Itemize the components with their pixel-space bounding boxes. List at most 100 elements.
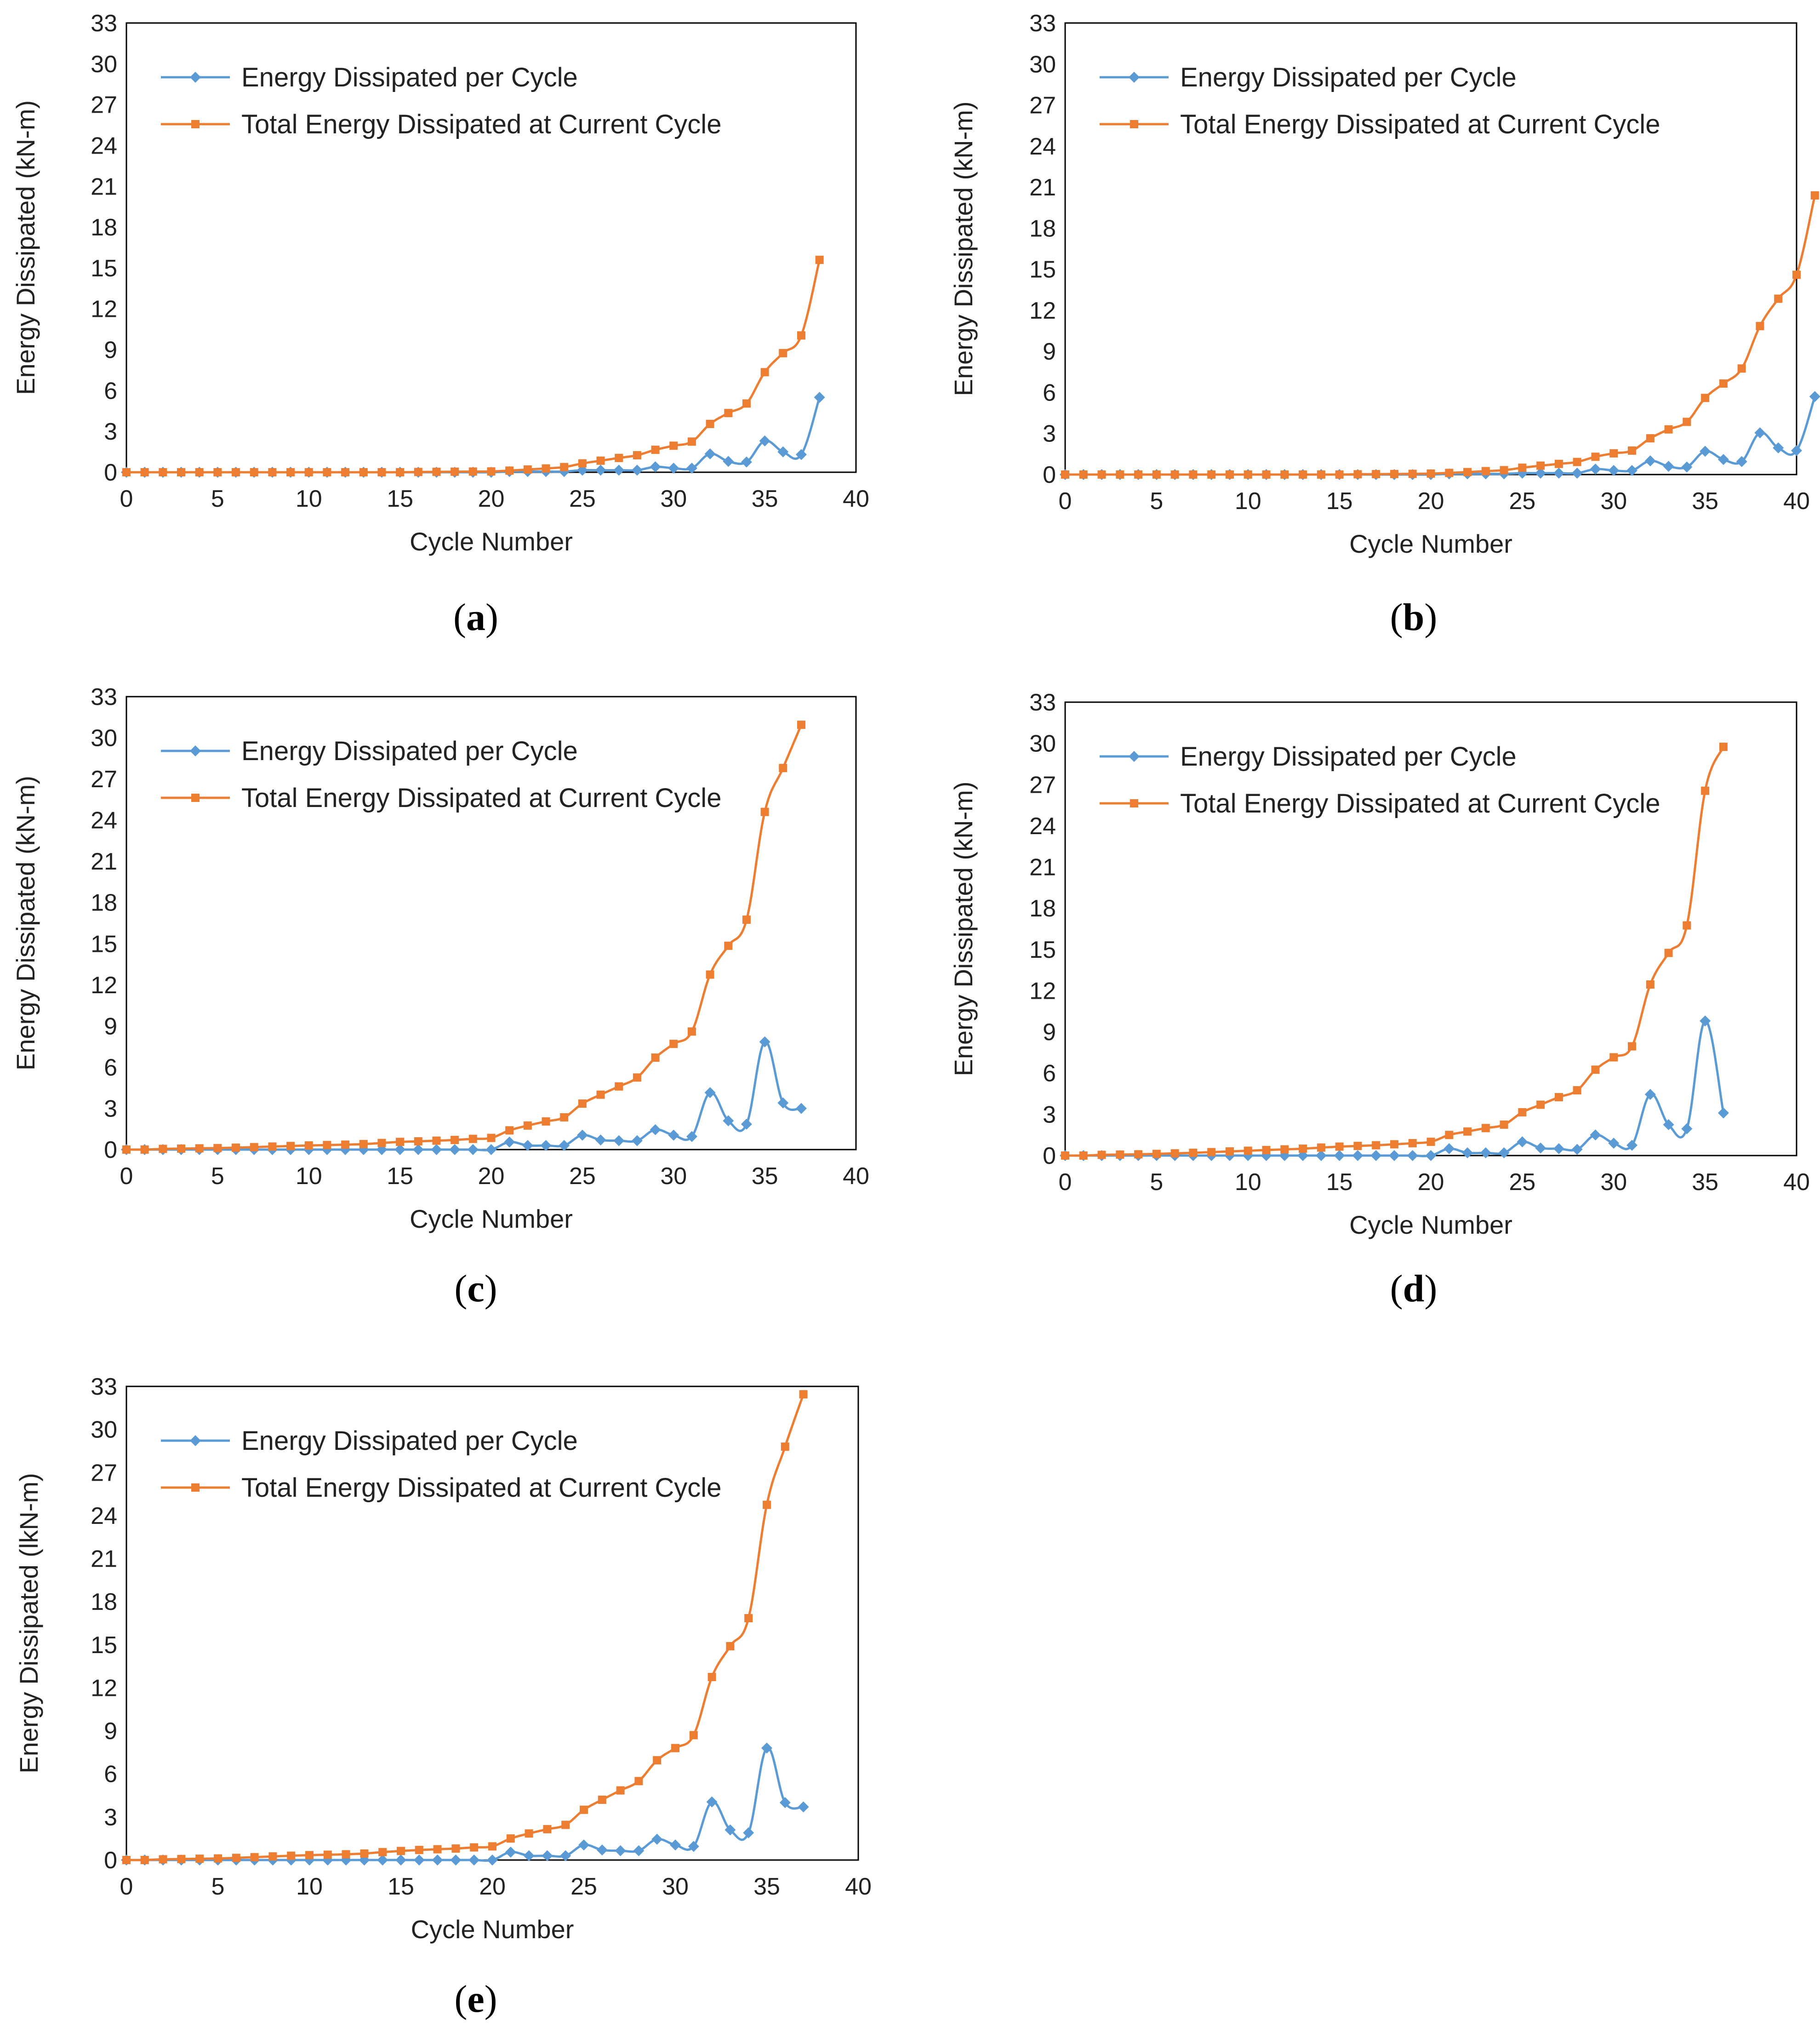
data-point-total <box>1372 1141 1381 1150</box>
y-tick-label: 33 <box>91 10 117 37</box>
data-point-per-cycle <box>613 1135 625 1146</box>
data-point-total <box>250 1143 258 1151</box>
data-point-per-cycle <box>449 1144 461 1155</box>
data-point-total <box>560 463 569 471</box>
data-point-total <box>763 1500 771 1509</box>
data-point-total <box>1701 394 1710 402</box>
data-point-per-cycle <box>394 1144 406 1155</box>
legend-marker-square <box>1130 799 1138 807</box>
x-tick-label: 25 <box>569 1163 596 1190</box>
data-point-per-cycle <box>650 461 661 473</box>
data-point-total <box>1207 470 1216 479</box>
x-axis-label: Cycle Number <box>1349 529 1512 558</box>
series-line-per-cycle <box>126 397 821 474</box>
data-point-total <box>687 437 696 446</box>
x-tick-label: 30 <box>1600 1169 1627 1196</box>
data-point-per-cycle <box>686 463 697 474</box>
data-point-per-cycle <box>741 1118 752 1130</box>
legend-marker-diamond <box>1129 72 1140 83</box>
x-tick-label: 5 <box>211 1873 225 1900</box>
y-tick-label: 15 <box>1029 937 1056 963</box>
data-point-total <box>760 807 769 816</box>
data-point-total <box>377 1139 386 1147</box>
data-point-total <box>1554 1093 1563 1102</box>
legend-entry: Total Energy Dissipated at Current Cycle <box>241 1473 721 1503</box>
x-tick-label: 20 <box>478 486 505 512</box>
data-point-total <box>1463 1127 1472 1136</box>
x-tick-label: 20 <box>1418 488 1444 515</box>
data-point-total <box>633 1073 641 1082</box>
x-tick-label: 35 <box>752 486 778 512</box>
data-point-per-cycle <box>615 1845 626 1856</box>
data-point-total <box>707 1673 716 1682</box>
data-point-total <box>651 446 660 454</box>
data-point-total <box>724 409 733 418</box>
data-point-total <box>1500 1120 1508 1129</box>
data-point-total <box>779 764 787 773</box>
data-point-per-cycle <box>723 456 734 467</box>
data-point-total <box>1792 270 1801 279</box>
data-point-per-cycle <box>779 1797 791 1809</box>
data-point-total <box>523 465 532 474</box>
data-point-per-cycle <box>1443 1143 1455 1155</box>
x-tick-label: 5 <box>1150 488 1163 515</box>
data-point-total <box>1664 425 1673 434</box>
data-point-total <box>304 1141 313 1150</box>
y-tick-label: 6 <box>104 1054 117 1081</box>
data-point-total <box>378 1848 387 1856</box>
x-tick-label: 40 <box>1783 1169 1810 1196</box>
data-point-total <box>159 1145 167 1153</box>
data-point-total <box>341 468 350 476</box>
data-point-total <box>488 1842 496 1851</box>
data-point-total <box>432 468 441 476</box>
data-point-per-cycle <box>1626 465 1638 476</box>
data-point-per-cycle <box>1498 1147 1510 1159</box>
x-tick-label: 15 <box>388 1873 414 1900</box>
data-point-total <box>360 1849 369 1858</box>
legend-entry: Energy Dissipated per Cycle <box>241 736 578 766</box>
x-tick-label: 25 <box>571 1873 597 1900</box>
data-point-per-cycle <box>468 1855 480 1866</box>
series-line-per-cycle <box>126 1746 804 1862</box>
data-point-total <box>799 1390 808 1399</box>
series-line-per-cycle <box>126 1041 802 1151</box>
legend-entry: Total Energy Dissipated at Current Cycle <box>241 109 721 139</box>
data-point-per-cycle <box>631 464 643 476</box>
y-tick-label: 24 <box>91 807 117 834</box>
panel-label: (c) <box>454 1267 497 1310</box>
data-point-total <box>470 1843 479 1852</box>
data-point-total <box>1152 470 1161 479</box>
data-point-total <box>669 441 678 450</box>
data-point-total <box>815 256 824 264</box>
data-point-per-cycle <box>1681 461 1693 473</box>
y-tick-label: 9 <box>104 1718 117 1745</box>
y-tick-label: 24 <box>91 132 117 159</box>
data-point-total <box>1097 470 1106 479</box>
data-point-total <box>305 1851 314 1860</box>
y-axis-label: Energy Dissipated (kN-m) <box>949 101 978 396</box>
data-point-total <box>615 453 623 462</box>
x-tick-label: 10 <box>1235 488 1261 515</box>
data-point-total <box>724 941 733 950</box>
data-point-per-cycle <box>487 1855 498 1866</box>
data-point-total <box>323 1850 332 1859</box>
data-point-per-cycle <box>1663 1119 1674 1130</box>
data-point-total <box>1262 470 1271 479</box>
x-axis-label: Cycle Number <box>410 1204 573 1233</box>
data-point-total <box>1591 1065 1600 1074</box>
data-point-total <box>689 1731 698 1740</box>
plot-frame <box>126 1385 859 1861</box>
data-point-total <box>797 721 805 729</box>
x-tick-label: 20 <box>479 1873 506 1900</box>
data-point-total <box>451 1844 460 1853</box>
data-point-per-cycle <box>777 1097 789 1109</box>
data-point-total <box>1518 1108 1527 1116</box>
data-point-per-cycle <box>759 1036 770 1047</box>
data-point-per-cycle <box>795 449 807 460</box>
data-point-total <box>1134 470 1143 479</box>
x-tick-label: 30 <box>660 1163 687 1190</box>
x-tick-label: 35 <box>1692 488 1718 515</box>
data-point-total <box>342 1850 350 1859</box>
data-point-total <box>687 1027 696 1036</box>
y-tick-label: 33 <box>91 1374 117 1400</box>
